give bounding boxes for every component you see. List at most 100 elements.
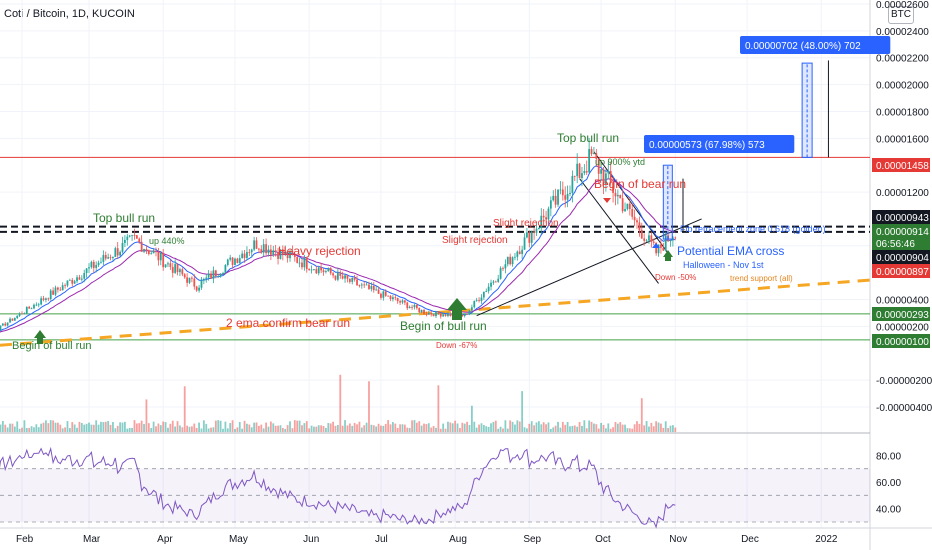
candle — [61, 285, 64, 291]
candle — [234, 258, 236, 265]
candle — [9, 318, 11, 323]
price-tick-label: 0.00000200 — [876, 322, 929, 333]
volume-bar — [56, 422, 59, 432]
volume-bar — [399, 424, 401, 432]
candle — [372, 286, 375, 291]
price-tick-label: -0.00000400 — [876, 403, 932, 414]
annotation-label: up 440% — [149, 236, 185, 246]
candle — [628, 203, 631, 210]
volume-bar — [401, 424, 404, 432]
volume-bar — [262, 428, 265, 432]
candle — [387, 295, 390, 297]
volume-bar — [176, 421, 179, 432]
volume-bar — [269, 421, 272, 432]
candle — [296, 257, 299, 263]
volume-bar — [47, 423, 50, 432]
volume-bar — [140, 420, 143, 432]
volume-bar — [509, 420, 512, 432]
volume-bar — [473, 421, 476, 432]
volume-bar — [291, 428, 294, 432]
candle — [616, 194, 619, 197]
candle — [191, 277, 193, 279]
price-tick-label: 0.00002600 — [876, 0, 929, 11]
price-tag-label: 0.00000914 — [876, 227, 929, 238]
candle — [107, 257, 110, 259]
annotation-label: Heavy rejection — [278, 244, 361, 258]
annotation-label: Potential EMA cross — [677, 244, 784, 258]
candle — [655, 242, 658, 254]
volume-bar — [492, 421, 495, 432]
volume-bar — [116, 425, 119, 432]
volume-bar — [652, 426, 655, 432]
scale-badge[interactable]: BTC — [888, 6, 914, 24]
candle — [274, 250, 277, 253]
candle — [214, 270, 217, 277]
candle — [521, 249, 524, 254]
volume-bar — [246, 423, 248, 432]
volume-bar — [104, 421, 107, 432]
candle — [286, 251, 289, 259]
volume-bar — [162, 421, 165, 432]
candle — [49, 290, 52, 300]
candle — [389, 296, 392, 300]
candle — [97, 262, 100, 265]
candle — [650, 235, 653, 242]
volume-bar — [147, 423, 150, 432]
candle — [380, 293, 382, 298]
volume-bar — [102, 422, 105, 432]
volume-bar — [226, 428, 229, 432]
volume-bar — [76, 427, 78, 432]
volume-bar — [674, 427, 677, 432]
candle — [382, 291, 385, 298]
candle — [162, 252, 165, 268]
volume-bar — [336, 424, 339, 432]
annotation-label: Top bull run — [557, 131, 619, 145]
candle — [537, 227, 540, 229]
volume-bar — [85, 423, 88, 432]
candle — [631, 209, 634, 217]
candle — [277, 252, 279, 259]
volume-bar — [523, 427, 526, 432]
volume-bar — [533, 425, 536, 432]
candle — [37, 304, 40, 306]
candle — [547, 208, 550, 220]
candle — [78, 277, 81, 280]
volume-bar — [188, 426, 191, 432]
volume-bar — [207, 428, 210, 432]
candle — [317, 267, 320, 274]
volume-bar — [451, 423, 454, 432]
price-tag-label: 0.00000943 — [876, 213, 929, 224]
price-tick-label: 0.00002000 — [876, 81, 929, 92]
volume-bar — [289, 421, 291, 432]
volume-bar — [265, 422, 267, 432]
candle — [90, 261, 93, 268]
volume-bar — [447, 421, 449, 432]
annotation-label: up 900% ytd — [595, 157, 645, 167]
volume-bar — [90, 424, 93, 432]
volume-bar — [241, 428, 244, 432]
volume-bar — [468, 424, 471, 432]
price-tag-bg — [872, 224, 930, 238]
volume-bar — [327, 423, 330, 432]
volume-bar — [549, 428, 552, 432]
volume-bar — [600, 422, 603, 432]
candle — [411, 306, 413, 308]
volume-bar — [13, 426, 16, 432]
candle — [109, 257, 112, 259]
candle — [602, 169, 605, 185]
volume-bar — [286, 425, 289, 432]
volume-bar — [167, 427, 169, 432]
candle — [360, 284, 363, 286]
candle — [33, 304, 35, 309]
volume-bar — [494, 420, 497, 432]
volume-bar — [222, 428, 224, 432]
volume-bar — [420, 425, 423, 432]
volume-bar — [21, 427, 23, 432]
volume-bar — [97, 424, 100, 432]
candle — [552, 195, 555, 201]
volume-bar — [604, 428, 607, 432]
volume-bar — [0, 424, 2, 432]
price-tag-label: 0.00000897 — [876, 267, 929, 278]
candle — [375, 289, 378, 291]
